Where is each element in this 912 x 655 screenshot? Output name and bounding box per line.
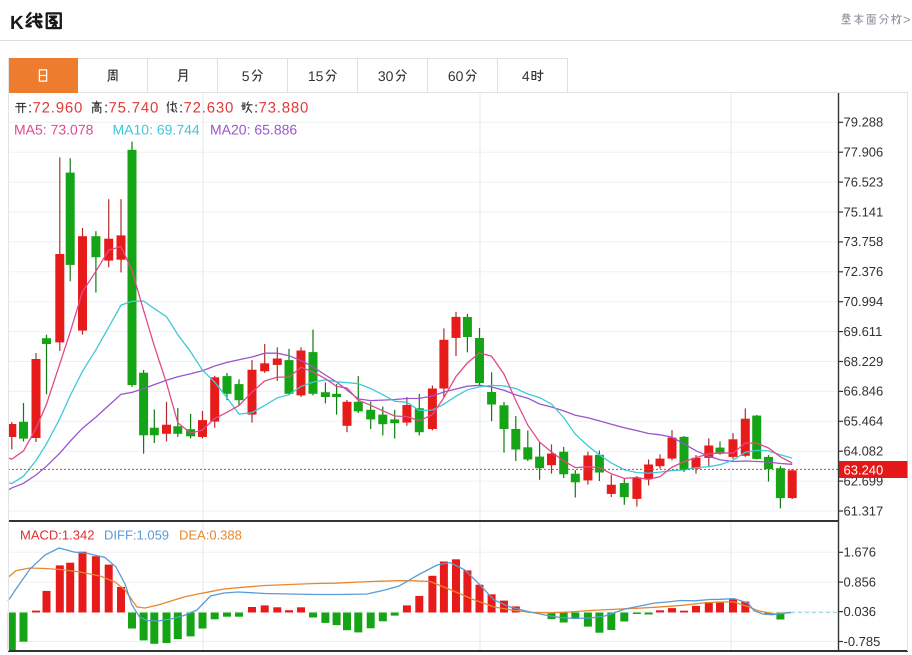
svg-text:75.740: 75.740 [109, 100, 160, 117]
svg-text:73.758: 73.758 [844, 234, 884, 249]
svg-text:77.906: 77.906 [844, 145, 884, 160]
svg-text:30: 30 [378, 68, 394, 84]
svg-text:MA10: 69.744: MA10: 69.744 [113, 122, 200, 138]
svg-text::: : [179, 100, 183, 117]
svg-text:63.240: 63.240 [844, 462, 884, 477]
svg-text:-0.785: -0.785 [844, 634, 881, 649]
svg-text:60: 60 [448, 68, 464, 84]
svg-text:MA5: 73.078: MA5: 73.078 [14, 122, 94, 138]
svg-text:68.229: 68.229 [844, 354, 884, 369]
svg-text:15: 15 [308, 68, 324, 84]
svg-text:61.317: 61.317 [844, 503, 884, 518]
svg-text:65.464: 65.464 [844, 414, 884, 429]
svg-text::: : [254, 100, 258, 117]
svg-text:64.082: 64.082 [844, 444, 884, 459]
svg-text:K: K [10, 13, 24, 34]
svg-text:69.611: 69.611 [844, 324, 883, 339]
svg-text:72.630: 72.630 [184, 100, 235, 117]
svg-text:66.846: 66.846 [844, 384, 884, 399]
svg-text:75.141: 75.141 [844, 204, 884, 219]
svg-text:MA20: 65.886: MA20: 65.886 [210, 122, 297, 138]
svg-text:1.676: 1.676 [844, 545, 877, 560]
svg-text::: : [104, 100, 108, 117]
svg-text:72.960: 72.960 [33, 100, 84, 117]
svg-text:>: > [903, 12, 911, 27]
svg-text:0.036: 0.036 [844, 604, 877, 619]
svg-text:5: 5 [242, 68, 250, 84]
svg-text:79.288: 79.288 [844, 115, 884, 130]
svg-text:0.856: 0.856 [844, 574, 877, 589]
svg-text:MACD:1.342: MACD:1.342 [20, 528, 94, 543]
svg-text:76.523: 76.523 [844, 174, 884, 189]
svg-text::: : [28, 100, 32, 117]
svg-text:73.880: 73.880 [259, 100, 310, 117]
svg-text:DIFF:1.059: DIFF:1.059 [104, 528, 169, 543]
svg-text:DEA:0.388: DEA:0.388 [179, 528, 242, 543]
svg-text:70.994: 70.994 [844, 294, 884, 309]
svg-text:72.376: 72.376 [844, 264, 884, 279]
svg-text:4: 4 [522, 68, 530, 84]
